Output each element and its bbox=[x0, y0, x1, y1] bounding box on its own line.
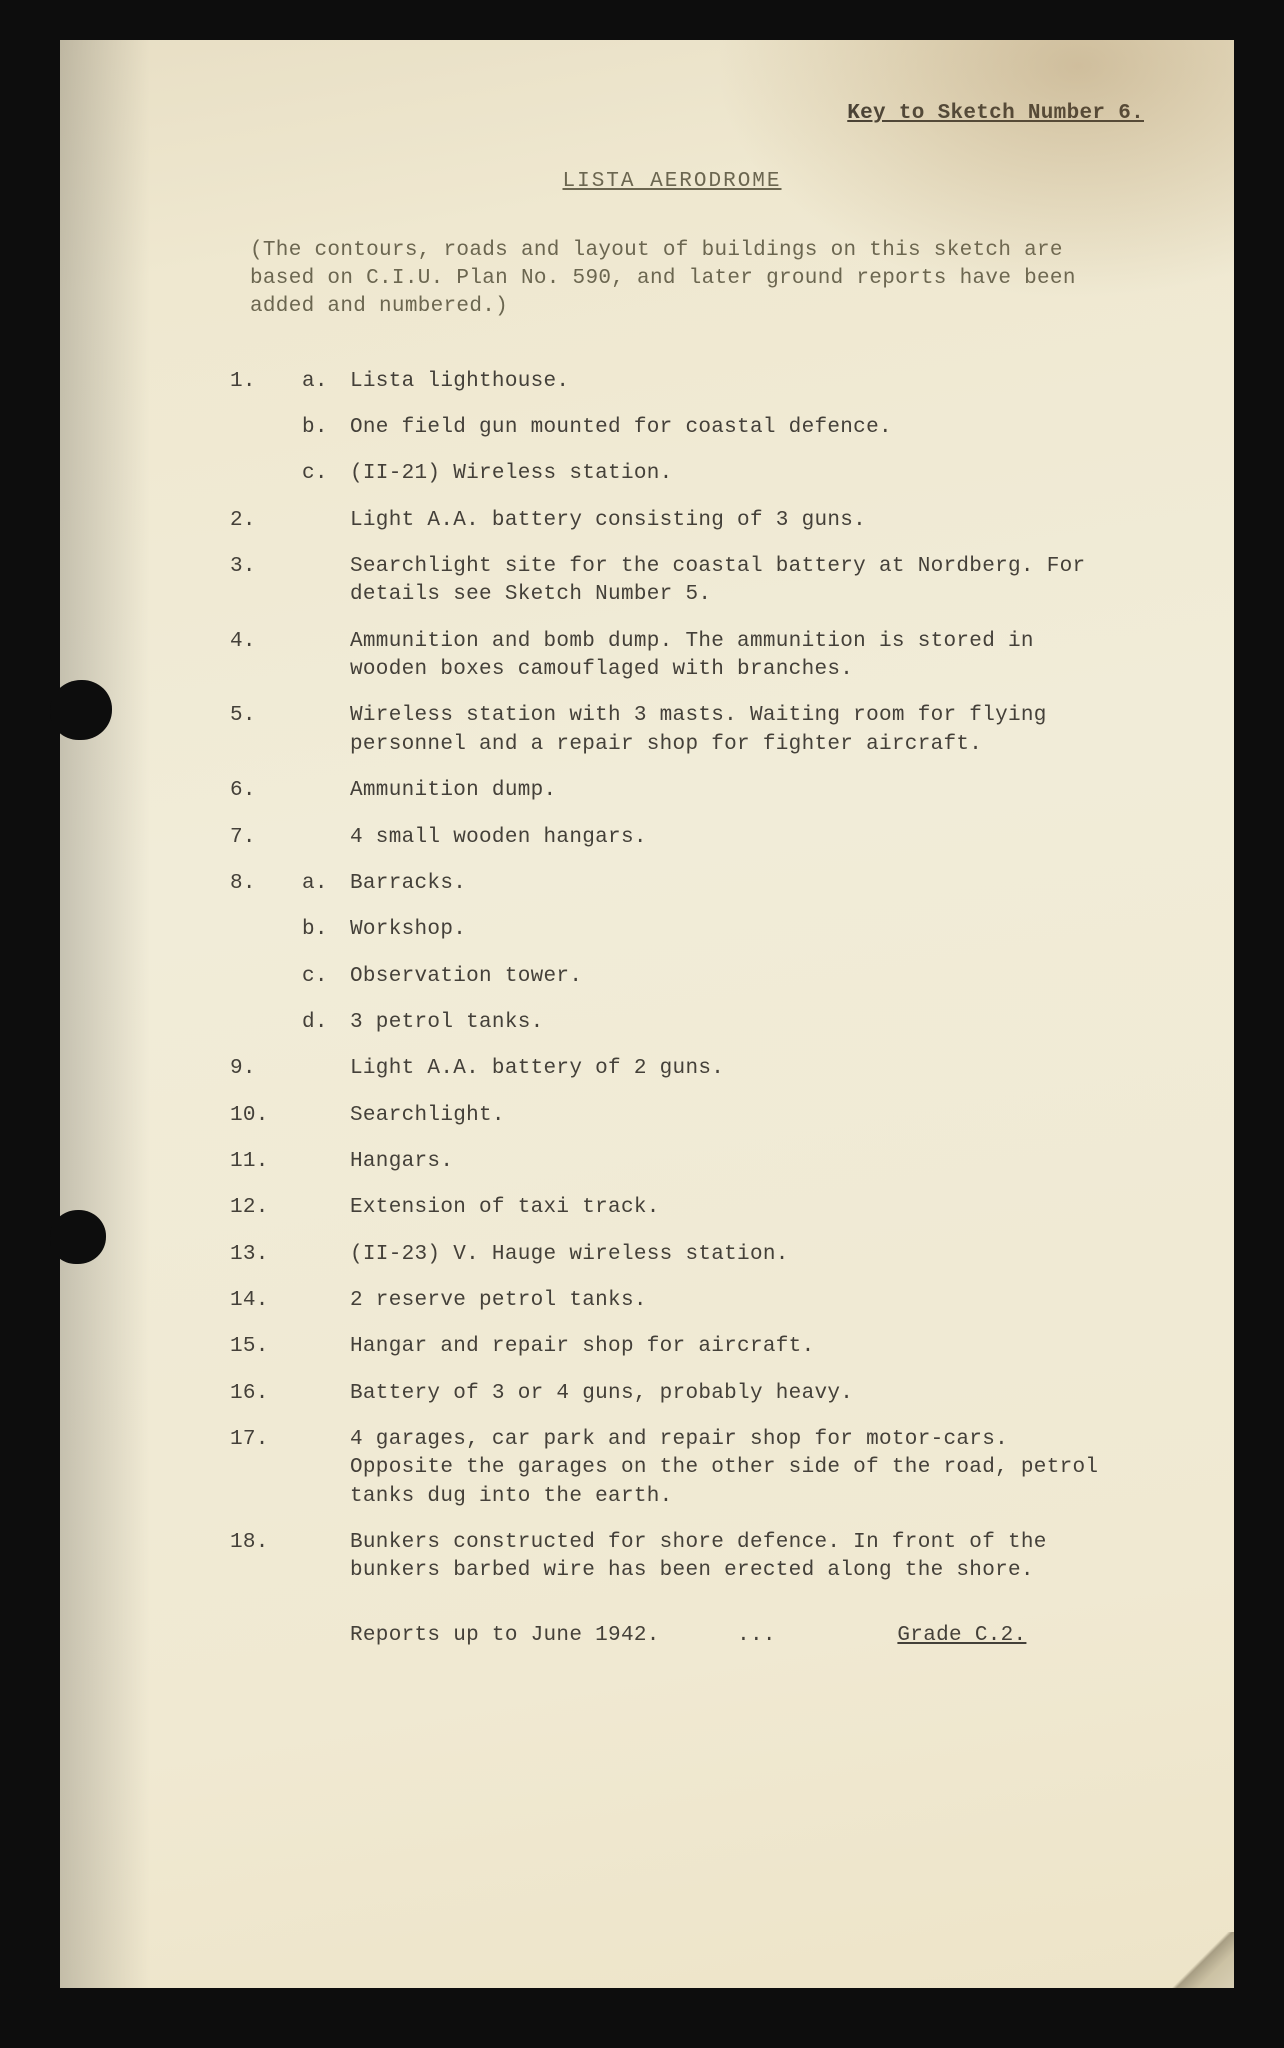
item-subletter: b. bbox=[302, 916, 350, 944]
item-subletter: b. bbox=[302, 414, 350, 442]
item-text: One field gun mounted for coastal defenc… bbox=[350, 414, 1154, 442]
item-number: 10. bbox=[230, 1102, 302, 1130]
list-item: 11. Hangars. bbox=[230, 1148, 1154, 1176]
item-number: 3. bbox=[230, 553, 302, 581]
page-header: Key to Sketch Number 6. bbox=[230, 100, 1144, 128]
item-text: Workshop. bbox=[350, 916, 1154, 944]
grade-label: Grade C.2. bbox=[897, 1624, 1026, 1647]
footer-line: Reports up to June 1942. ... Grade C.2. bbox=[350, 1622, 1154, 1650]
list-item: b.One field gun mounted for coastal defe… bbox=[230, 414, 1154, 442]
item-subletter: c. bbox=[302, 460, 350, 488]
scan-frame: Key to Sketch Number 6. LISTA AERODROME … bbox=[0, 0, 1284, 2048]
item-number: 13. bbox=[230, 1241, 302, 1269]
item-subletter: a. bbox=[302, 870, 350, 898]
list-item: 1.a.Lista lighthouse. bbox=[230, 368, 1154, 396]
item-number: 8. bbox=[230, 870, 302, 898]
list-item: 17. 4 garages, car park and repair shop f… bbox=[230, 1426, 1154, 1511]
item-number: 15. bbox=[230, 1333, 302, 1361]
list-item: 13. (II-23) V. Hauge wireless station. bbox=[230, 1241, 1154, 1269]
item-number: 7. bbox=[230, 824, 302, 852]
list-item: b.Workshop. bbox=[230, 916, 1154, 944]
list-item: 3. Searchlight site for the coastal batte… bbox=[230, 553, 1154, 610]
list-item: 7. 4 small wooden hangars. bbox=[230, 824, 1154, 852]
item-number: 1. bbox=[230, 368, 302, 396]
intro-note: (The contours, roads and layout of build… bbox=[250, 237, 1124, 322]
list-item: 4. Ammunition and bomb dump. The ammuniti… bbox=[230, 628, 1154, 685]
item-subletter: d. bbox=[302, 1009, 350, 1037]
item-text: Barracks. bbox=[350, 870, 1154, 898]
item-text: Battery of 3 or 4 guns, probably heavy. bbox=[350, 1380, 1154, 1408]
list-item: 18. Bunkers constructed for shore defence… bbox=[230, 1529, 1154, 1586]
document-title: LISTA AERODROME bbox=[190, 168, 1154, 196]
list-item: 15. Hangar and repair shop for aircraft. bbox=[230, 1333, 1154, 1361]
item-number: 16. bbox=[230, 1380, 302, 1408]
list-item: 9. Light A.A. battery of 2 guns. bbox=[230, 1055, 1154, 1083]
punch-hole bbox=[50, 1210, 106, 1264]
item-number: 5. bbox=[230, 702, 302, 730]
item-text: 2 reserve petrol tanks. bbox=[350, 1287, 1154, 1315]
item-text: Wireless station with 3 masts. Waiting r… bbox=[350, 702, 1154, 759]
item-text: (II-21) Wireless station. bbox=[350, 460, 1154, 488]
item-text: 3 petrol tanks. bbox=[350, 1009, 1154, 1037]
report-date: Reports up to June 1942. bbox=[350, 1624, 660, 1647]
item-text: Light A.A. battery of 2 guns. bbox=[350, 1055, 1154, 1083]
list-item: 16. Battery of 3 or 4 guns, probably heav… bbox=[230, 1380, 1154, 1408]
item-number: 11. bbox=[230, 1148, 302, 1176]
item-number: 18. bbox=[230, 1529, 302, 1557]
item-text: (II-23) V. Hauge wireless station. bbox=[350, 1241, 1154, 1269]
item-text: Bunkers constructed for shore defence. I… bbox=[350, 1529, 1154, 1586]
document-page: Key to Sketch Number 6. LISTA AERODROME … bbox=[60, 40, 1234, 1988]
separator: ... bbox=[737, 1624, 776, 1647]
list-item: 2. Light A.A. battery consisting of 3 gun… bbox=[230, 507, 1154, 535]
item-number: 9. bbox=[230, 1055, 302, 1083]
key-list: 1.a.Lista lighthouse.b.One field gun mou… bbox=[230, 368, 1154, 1586]
corner-fold bbox=[1170, 1932, 1234, 1988]
list-item: 14. 2 reserve petrol tanks. bbox=[230, 1287, 1154, 1315]
item-number: 17. bbox=[230, 1426, 302, 1454]
list-item: 12. Extension of taxi track. bbox=[230, 1194, 1154, 1222]
item-subletter: a. bbox=[302, 368, 350, 396]
item-text: Ammunition dump. bbox=[350, 777, 1154, 805]
item-text: Ammunition and bomb dump. The ammunition… bbox=[350, 628, 1154, 685]
item-number: 2. bbox=[230, 507, 302, 535]
list-item: 10. Searchlight. bbox=[230, 1102, 1154, 1130]
binding-shadow bbox=[60, 40, 150, 1988]
punch-hole bbox=[50, 680, 112, 740]
item-number: 12. bbox=[230, 1194, 302, 1222]
item-text: Hangars. bbox=[350, 1148, 1154, 1176]
list-item: 5. Wireless station with 3 masts. Waiting… bbox=[230, 702, 1154, 759]
item-text: Searchlight site for the coastal battery… bbox=[350, 553, 1154, 610]
item-number: 4. bbox=[230, 628, 302, 656]
item-text: 4 garages, car park and repair shop for … bbox=[350, 1426, 1154, 1511]
list-item: c.(II-21) Wireless station. bbox=[230, 460, 1154, 488]
item-text: Extension of taxi track. bbox=[350, 1194, 1154, 1222]
item-text: Light A.A. battery consisting of 3 guns. bbox=[350, 507, 1154, 535]
item-number: 6. bbox=[230, 777, 302, 805]
item-text: 4 small wooden hangars. bbox=[350, 824, 1154, 852]
list-item: c.Observation tower. bbox=[230, 963, 1154, 991]
item-text: Hangar and repair shop for aircraft. bbox=[350, 1333, 1154, 1361]
item-text: Lista lighthouse. bbox=[350, 368, 1154, 396]
item-text: Searchlight. bbox=[350, 1102, 1154, 1130]
list-item: 6. Ammunition dump. bbox=[230, 777, 1154, 805]
item-number: 14. bbox=[230, 1287, 302, 1315]
list-item: d.3 petrol tanks. bbox=[230, 1009, 1154, 1037]
list-item: 8.a.Barracks. bbox=[230, 870, 1154, 898]
item-subletter: c. bbox=[302, 963, 350, 991]
item-text: Observation tower. bbox=[350, 963, 1154, 991]
